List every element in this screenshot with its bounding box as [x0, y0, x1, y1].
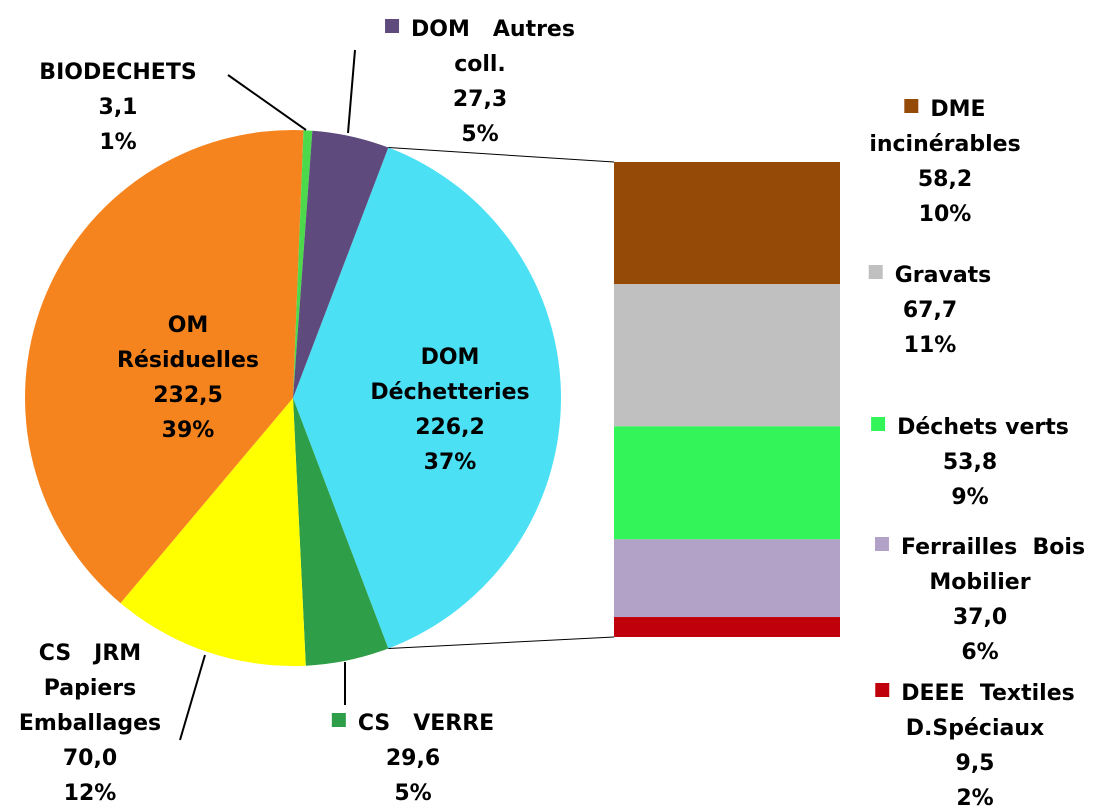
label: Ferrailles Bois Mobilier 37,0 6%	[874, 530, 1086, 670]
label: DME incinérables 58,2 10%	[869, 92, 1020, 232]
label-name-row: DME incinérables	[869, 92, 1020, 162]
category-label: BIODECHETS	[39, 60, 197, 85]
label-name-row: DOM Autres coll.	[385, 12, 575, 82]
label: OM Résiduelles 232,5 39%	[117, 308, 259, 448]
label: BIODECHETS 3,1 1%	[39, 55, 196, 160]
label-name-row: Ferrailles Bois Mobilier	[874, 530, 1086, 600]
value-label: 29,6	[385, 746, 441, 771]
legend-swatch	[871, 417, 886, 431]
value-label: 70,0	[62, 746, 118, 771]
label-name-row: CS JRM Papiers Emballages	[19, 636, 161, 741]
percent-label: 11%	[903, 333, 957, 358]
label-name-row: CS VERRE	[331, 706, 495, 741]
category-label: CS JRM Papiers Emballages	[18, 641, 162, 736]
bar-segment	[614, 162, 840, 285]
label: DOM Autres coll. 27,3 5%	[385, 12, 575, 152]
percent-label: 5%	[394, 781, 432, 806]
legend-swatch	[385, 19, 400, 33]
value-label: 37,0	[952, 605, 1008, 630]
value-label: 3,1	[98, 95, 138, 120]
percent-label: 2%	[956, 786, 994, 808]
category-label: DOM Autres coll.	[411, 17, 575, 77]
label-name-row: Gravats	[868, 258, 992, 293]
label: DOM Déchetteries 226,2 37%	[370, 340, 529, 480]
value-label: 226,2	[415, 415, 485, 440]
category-label: Gravats	[894, 263, 992, 288]
bar-segment	[614, 426, 840, 540]
legend-swatch	[868, 265, 883, 279]
value-label: 27,3	[452, 87, 508, 112]
label-name-row: DOM Déchetteries	[370, 340, 529, 410]
pie-slice	[293, 130, 389, 399]
bar-segment	[614, 617, 840, 637]
value-label: 9,5	[955, 751, 995, 776]
label-name-row: Déchets verts	[871, 410, 1069, 445]
pie-slice	[293, 398, 389, 666]
value-label: 58,2	[917, 167, 973, 192]
percent-label: 10%	[918, 202, 972, 227]
category-label: OM Résiduelles	[117, 313, 259, 373]
category-label: DEEE Textiles D.Spéciaux	[901, 681, 1075, 741]
category-label: DOM Déchetteries	[370, 345, 530, 405]
label: Gravats 67,7 11%	[868, 258, 992, 363]
percent-label: 39%	[161, 418, 215, 443]
bar-segment	[614, 539, 840, 618]
legend-swatch	[904, 99, 919, 113]
legend-swatch	[875, 683, 890, 697]
label-name-row: OM Résiduelles	[117, 308, 259, 378]
label-name-row: BIODECHETS	[39, 55, 196, 90]
percent-label: 9%	[951, 485, 989, 510]
pie-slice	[120, 398, 306, 667]
legend-swatch	[331, 713, 346, 727]
value-label: 232,5	[153, 383, 223, 408]
pie-slice	[293, 130, 313, 399]
percent-label: 5%	[461, 122, 499, 147]
percent-label: 37%	[423, 450, 477, 475]
percent-label: 12%	[63, 781, 117, 806]
percent-label: 6%	[961, 640, 999, 665]
value-label: 67,7	[902, 298, 958, 323]
label: CS JRM Papiers Emballages 70,0 12%	[19, 636, 161, 808]
label: Déchets verts 53,8 9%	[871, 410, 1069, 515]
leader-line	[347, 49, 356, 134]
connector-line	[388, 147, 615, 163]
leader-line	[227, 74, 307, 131]
value-label: 53,8	[942, 450, 998, 475]
label: DEEE Textiles D.Spéciaux 9,5 2%	[875, 676, 1075, 808]
pie-slice	[25, 130, 304, 604]
legend-swatch	[874, 537, 889, 551]
label-name-row: DEEE Textiles D.Spéciaux	[875, 676, 1075, 746]
connector-line	[388, 636, 615, 649]
label: CS VERRE 29,6 5%	[331, 706, 495, 808]
category-label: CS VERRE	[357, 711, 495, 736]
pie-slice	[293, 147, 561, 649]
category-label: Déchets verts	[897, 415, 1069, 440]
percent-label: 1%	[99, 130, 137, 155]
category-label: Ferrailles Bois Mobilier	[900, 535, 1086, 595]
bar-segment	[614, 284, 840, 427]
category-label: DME incinérables	[869, 97, 1021, 157]
leader-line	[179, 654, 206, 741]
